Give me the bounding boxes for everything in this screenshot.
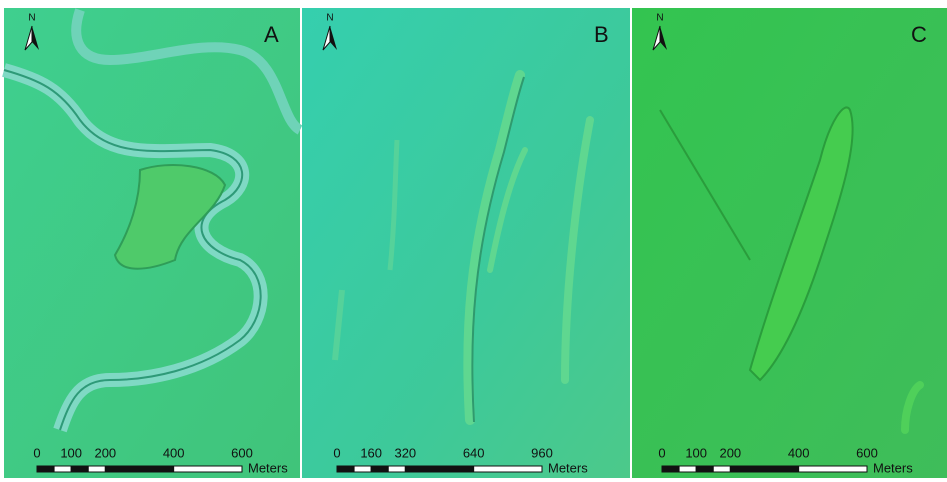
north-label: N bbox=[326, 13, 333, 24]
scale-segment bbox=[54, 466, 71, 472]
hillshade bbox=[632, 8, 947, 478]
panel-label: C bbox=[911, 22, 927, 47]
scale-segment bbox=[730, 466, 798, 472]
scale-segment bbox=[371, 466, 388, 472]
scale-unit: Meters bbox=[248, 460, 288, 475]
scale-tick-label: 600 bbox=[231, 445, 253, 460]
scale-segment bbox=[388, 466, 405, 472]
scale-segment bbox=[88, 466, 105, 472]
scale-segment bbox=[474, 466, 542, 472]
scale-tick-label: 100 bbox=[685, 445, 707, 460]
scale-tick-label: 160 bbox=[360, 445, 382, 460]
scale-segment bbox=[696, 466, 713, 472]
scale-segment bbox=[405, 466, 473, 472]
scale-tick-label: 320 bbox=[394, 445, 416, 460]
panel-c bbox=[632, 8, 947, 478]
scale-tick-label: 200 bbox=[719, 445, 741, 460]
scale-tick-label: 0 bbox=[333, 445, 340, 460]
scale-tick-label: 600 bbox=[856, 445, 878, 460]
scale-unit: Meters bbox=[548, 460, 588, 475]
scale-tick-label: 200 bbox=[94, 445, 116, 460]
scale-tick-label: 960 bbox=[531, 445, 553, 460]
scale-segment bbox=[354, 466, 371, 472]
scale-tick-label: 100 bbox=[60, 445, 82, 460]
north-label: N bbox=[656, 13, 663, 24]
figure: AN0100200400600MetersBN0160320640960Mete… bbox=[0, 0, 947, 482]
scale-segment bbox=[105, 466, 173, 472]
panel-a bbox=[4, 8, 300, 478]
scale-tick-label: 0 bbox=[658, 445, 665, 460]
scale-segment bbox=[713, 466, 730, 472]
panel-label: B bbox=[594, 22, 609, 47]
scale-segment bbox=[799, 466, 867, 472]
scale-segment bbox=[37, 466, 54, 472]
scale-segment bbox=[337, 466, 354, 472]
panel-b bbox=[302, 8, 630, 478]
north-label: N bbox=[28, 13, 35, 24]
scale-tick-label: 640 bbox=[463, 445, 485, 460]
panel-label: A bbox=[264, 22, 279, 47]
scale-tick-label: 0 bbox=[33, 445, 40, 460]
scale-segment bbox=[174, 466, 242, 472]
scale-segment bbox=[662, 466, 679, 472]
scale-segment bbox=[71, 466, 88, 472]
scale-unit: Meters bbox=[873, 460, 913, 475]
scale-tick-label: 400 bbox=[163, 445, 185, 460]
scale-segment bbox=[679, 466, 696, 472]
scale-tick-label: 400 bbox=[788, 445, 810, 460]
